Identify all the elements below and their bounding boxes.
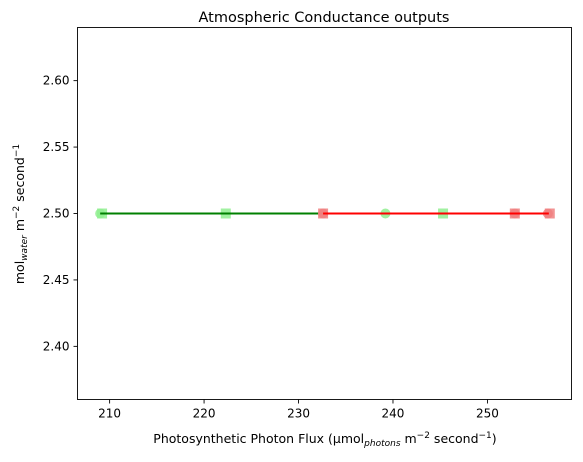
plot-area xyxy=(95,208,555,219)
y-tick-label: 2.50 xyxy=(43,207,70,221)
x-tick-label: 210 xyxy=(98,407,121,421)
x-tick-label: 230 xyxy=(287,407,310,421)
x-tick-label: 240 xyxy=(382,407,405,421)
x-tick-label: 250 xyxy=(476,407,499,421)
x-tick-label: 220 xyxy=(193,407,216,421)
y-tick-label: 2.60 xyxy=(43,74,70,88)
y-tick-label: 2.45 xyxy=(43,273,70,287)
x-axis: 210 220 230 240 250 xyxy=(98,399,499,421)
y-axis: 2.40 2.45 2.50 2.55 2.60 xyxy=(43,74,78,353)
y-tick-label: 2.40 xyxy=(43,339,70,353)
y-tick-label: 2.55 xyxy=(43,140,70,154)
chart-title: Atmospheric Conductance outputs xyxy=(199,10,450,26)
x-axis-label: Photosynthetic Photon Flux (μmolphotons … xyxy=(153,431,496,449)
y-axis-label: molwater m−2 second−1 xyxy=(12,144,30,284)
